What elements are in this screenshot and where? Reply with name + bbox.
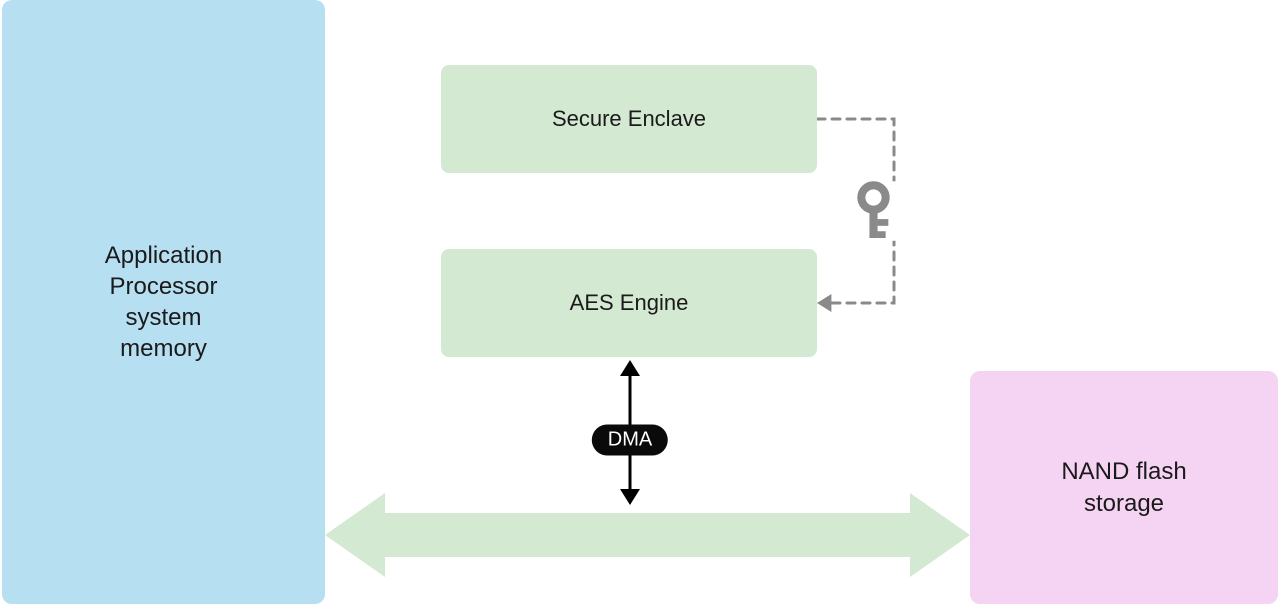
- nand-flash-storage-box: NAND flashstorage: [970, 371, 1278, 604]
- dma-label: DMA: [608, 429, 652, 452]
- aes-engine-box: AES Engine: [441, 249, 817, 357]
- bus-arrow: [325, 493, 970, 577]
- secure-enclave-box: Secure Enclave: [441, 65, 817, 173]
- app-processor-memory-box: ApplicationProcessorsystemmemory: [2, 0, 325, 604]
- nand-flash-storage-label: NAND flashstorage: [1061, 456, 1186, 518]
- aes-engine-label: AES Engine: [570, 289, 689, 318]
- app-processor-memory-label: ApplicationProcessorsystemmemory: [105, 240, 222, 365]
- key-path: [817, 119, 894, 312]
- key-icon: [855, 181, 906, 240]
- dma-badge: DMA: [592, 425, 668, 456]
- secure-enclave-label: Secure Enclave: [552, 105, 706, 134]
